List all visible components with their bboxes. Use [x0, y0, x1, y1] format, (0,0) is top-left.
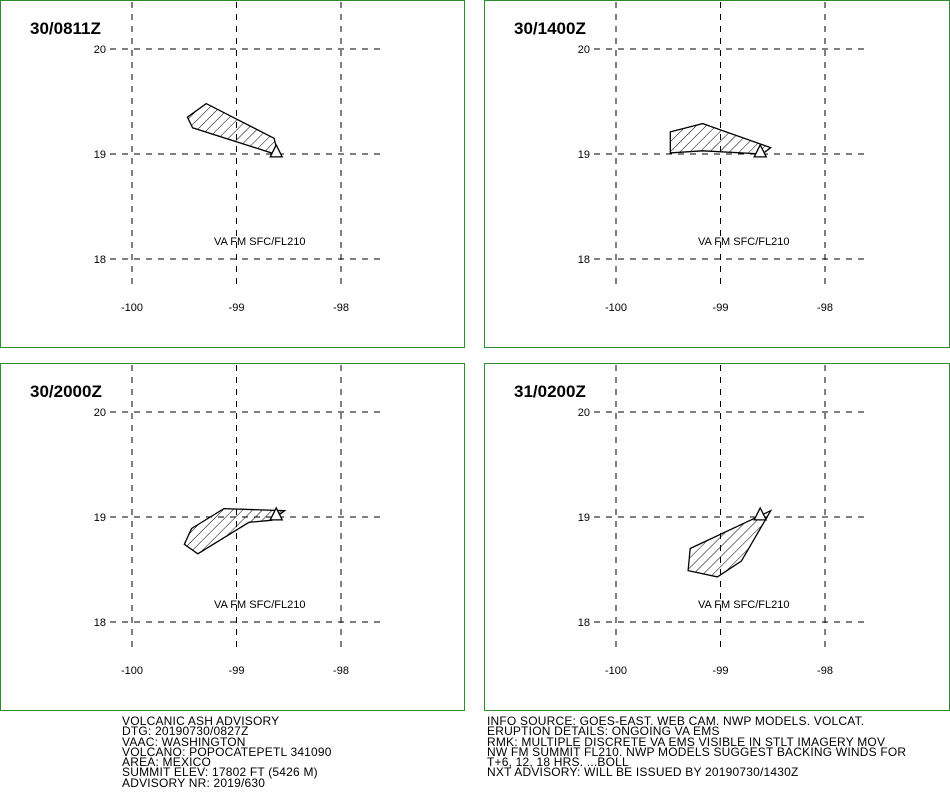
latitude-tick-label: 18 — [94, 254, 106, 266]
latitude-tick-label: 20 — [578, 44, 590, 56]
advisory-remark-line: NW FM SUMMIT FL210. NWP MODELS SUGGEST B… — [487, 744, 907, 759]
map-panel: -100 -99 -98 20 19 18 31/0200Z VA FM SFC/FL210 — [484, 363, 950, 711]
panel-time-label: 30/1400Z — [514, 19, 586, 38]
advisory-remark-line: T+6, 12, 18 HRS. ...BOLL — [487, 755, 629, 770]
longitude-tick-label: -99 — [713, 302, 729, 314]
latitude-tick-label: 20 — [94, 44, 106, 56]
va-layer-label: VA FM SFC/FL210 — [214, 236, 306, 248]
longitude-tick-label: -100 — [121, 302, 143, 314]
latitude-tick-label: 18 — [94, 617, 106, 629]
triangle-icon — [753, 143, 768, 158]
latitude-tick-label: 18 — [578, 617, 590, 629]
ash-cloud-polygon — [183, 507, 287, 555]
latitude-tick-label: 19 — [94, 149, 106, 161]
panel-time-label: 30/2000Z — [30, 382, 102, 401]
advisory-header-line: AREA: MEXICO — [122, 755, 212, 770]
map-panel: -100 -99 -98 20 19 18 30/2000Z VA FM SFC/FL210 — [0, 363, 465, 711]
advisory-remark-line: ERUPTION DETAILS: ONGOING VA EMS — [487, 724, 720, 739]
advisory-header-line: VAAC: WASHINGTON — [122, 734, 246, 749]
latitude-tick-label: 20 — [94, 407, 106, 419]
ash-cloud-polygon — [669, 122, 773, 155]
longitude-tick-label: -98 — [333, 665, 349, 677]
advisory-header-line: VOLCANO: POPOCATEPETL 341090 — [122, 744, 332, 759]
ash-cloud-polygon — [687, 509, 773, 578]
longitude-tick-label: -99 — [229, 302, 245, 314]
advisory-remark-line: INFO SOURCE: GOES-EAST. WEB CAM. NWP MOD… — [487, 714, 865, 728]
advisory-header-line: ADVISORY NR: 2019/630 — [122, 775, 266, 790]
latitude-tick-label: 19 — [94, 512, 106, 524]
longitude-tick-label: -98 — [817, 665, 833, 677]
longitude-tick-label: -98 — [333, 302, 349, 314]
latitude-tick-label: 19 — [578, 512, 590, 524]
advisory-header-line: VOLCANIC ASH ADVISORY — [122, 714, 280, 728]
advisory-remarks-block: INFO SOURCE: GOES-EAST. WEB CAM. NWP MOD… — [487, 714, 907, 780]
longitude-tick-label: -99 — [713, 665, 729, 677]
longitude-tick-label: -100 — [121, 665, 143, 677]
panel-time-label: 31/0200Z — [514, 382, 586, 401]
map-panel: -100 -99 -98 20 19 18 30/1400Z VA FM SFC/FL210 — [484, 0, 950, 348]
va-layer-label: VA FM SFC/FL210 — [698, 599, 790, 611]
advisory-header-line: SUMMIT ELEV: 17802 FT (5426 M) — [122, 765, 318, 780]
advisory-header-block: VOLCANIC ASH ADVISORY DTG: 20190730/0827Z… — [122, 714, 332, 790]
longitude-tick-label: -100 — [605, 302, 627, 314]
triangle-icon — [269, 143, 284, 158]
panel-frame — [0, 0, 465, 348]
latitude-tick-label: 18 — [578, 254, 590, 266]
map-panel: -100 -99 -98 20 19 18 30/0811Z VA FM SFC/FL210 — [0, 0, 465, 348]
advisory-remark-line: RMK: MULTIPLE DISCRETE VA EMS VISIBLE IN… — [487, 734, 886, 749]
longitude-tick-label: -98 — [817, 302, 833, 314]
advisory-remark-line: NXT ADVISORY: WILL BE ISSUED BY 20190730… — [487, 765, 799, 780]
latitude-tick-label: 19 — [578, 149, 590, 161]
longitude-tick-label: -99 — [229, 665, 245, 677]
latitude-tick-label: 20 — [578, 407, 590, 419]
triangle-icon — [753, 506, 768, 521]
va-layer-label: VA FM SFC/FL210 — [214, 599, 306, 611]
panel-time-label: 30/0811Z — [30, 19, 101, 38]
ash-cloud-polygon — [186, 102, 280, 157]
triangle-icon — [269, 506, 284, 521]
va-layer-label: VA FM SFC/FL210 — [698, 236, 790, 248]
panel-frame — [0, 363, 465, 711]
panel-frame — [484, 0, 950, 348]
longitude-tick-label: -100 — [605, 665, 627, 677]
advisory-header-line: DTG: 20190730/0827Z — [122, 724, 249, 739]
